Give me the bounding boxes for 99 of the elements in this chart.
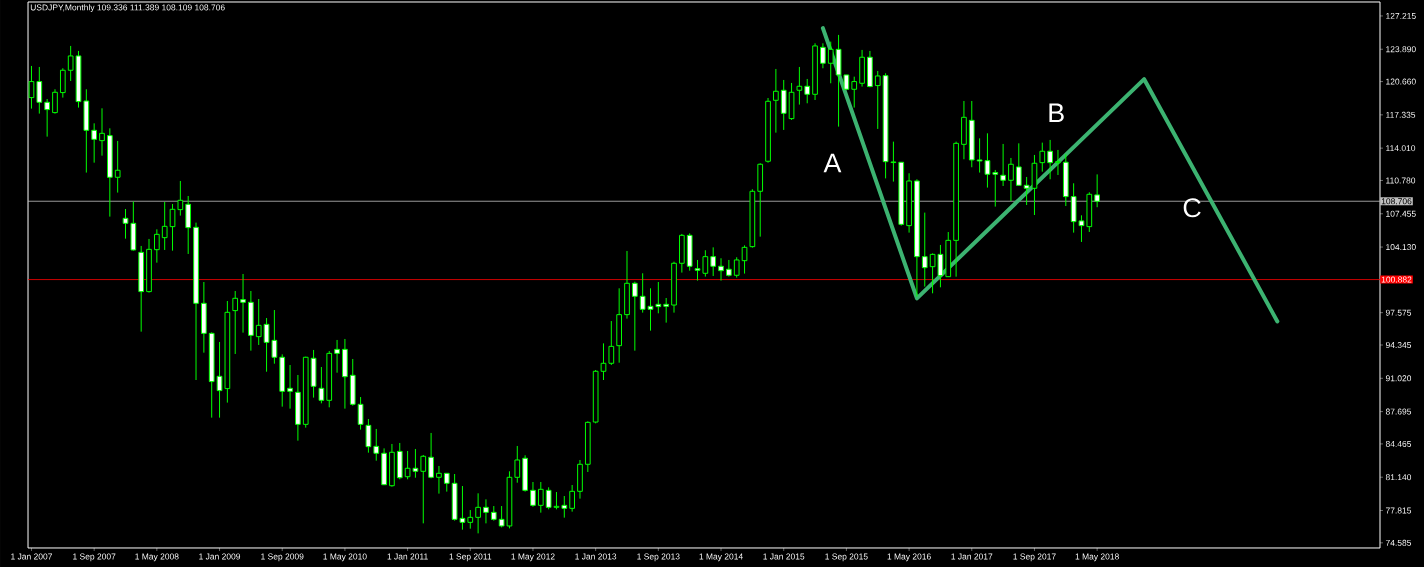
candlestick [992,169,999,208]
candlestick [718,257,724,282]
candlestick [631,281,638,352]
candlestick [663,297,670,324]
candlestick [827,41,834,84]
candlestick [820,42,826,69]
y-tick-label: 123.890 [1386,46,1416,53]
x-tick-label: 1 Jan 2011 [387,553,428,560]
candlestick [255,298,262,346]
candlestick [741,244,748,275]
y-tick-label: 94.345 [1385,342,1412,348]
line-series [820,26,1280,324]
x-tick-label: 1 Sep 2017 [1013,553,1056,562]
candlestick [569,484,575,513]
candlestick [608,320,615,366]
candlestick [780,79,787,131]
x-tick-label: 1 Jan 2009 [199,553,241,560]
x-tick-label: 1 Sep 2007 [73,553,116,562]
x-tick-label: 1 Sep 2013 [637,553,680,562]
x-tick-label: 1 Jan 2015 [763,553,805,560]
candlestick [1055,149,1061,176]
ref-line-label: 100.882 [1381,276,1412,283]
candlestick [240,273,246,334]
candlestick [639,272,646,314]
candlestick [44,98,50,138]
candlestick [483,498,489,524]
candlestick [36,66,43,115]
candlestick [1008,157,1014,202]
candlestick [28,65,35,110]
x-tick-label: 1 May 2016 [887,553,931,562]
y-tick-label: 74.585 [1385,539,1412,546]
candlestick [185,195,192,255]
y-tick-label: 77.815 [1385,507,1412,514]
y-tick-label: 81.140 [1385,474,1412,481]
y-tick-label: 107.455 [1386,210,1416,217]
chart-title: USDJPY,Monthly 109.336 111.389 108.109 108.706 [30,4,225,13]
candlestick [851,76,858,109]
y-tick-label: 84.465 [1385,440,1412,447]
candlestick [161,201,168,251]
candlestick [1094,173,1100,208]
y-tick-label: 114.010 [1386,145,1416,152]
candlestick [710,246,717,277]
candlestick [436,465,442,495]
annotation: A [823,153,842,173]
candlestick [318,366,325,404]
candlestick [99,107,105,157]
x-tick-label: 1 Sep 2015 [825,553,868,562]
x-tick-label: 1 May 2012 [511,553,555,562]
candlestick [334,339,340,374]
y-tick-label: 120.660 [1386,78,1416,85]
candlestick [1047,139,1053,180]
ref-line-label: 108.706 [1381,198,1412,205]
candlestick [428,432,434,479]
candlestick [796,66,803,106]
candlestick [420,454,427,524]
candlestick [1039,142,1046,173]
x-tick-label: 1 Jan 2017 [951,553,993,560]
candlestick [357,396,364,431]
candlestick [561,495,568,519]
y-tick-label: 97.575 [1385,309,1412,316]
y-tick-label: 110.780 [1386,177,1416,184]
candlestick [373,428,380,462]
y-tick-label: 91.020 [1385,375,1412,382]
annotation: C [1183,198,1201,218]
x-tick-label: 1 Sep 2009 [261,553,304,562]
candlestick [232,290,239,355]
x-tick-label: 1 May 2008 [135,553,179,562]
x-tick-label: 1 May 2010 [323,553,367,562]
x-tick-label: 1 Jan 2013 [575,553,617,560]
y-tick-label: 127.215 [1386,12,1416,19]
candlestick [467,509,474,530]
candlestick [1015,142,1022,186]
candlestick [1000,143,1006,187]
candlestick [733,256,740,279]
x-tick-label: 1 Sep 2011 [449,553,492,562]
candlestick [443,472,450,493]
annotation: B [1049,103,1064,123]
x-tick-label: 1 May 2014 [699,553,743,562]
candlestick [59,67,66,99]
x-tick-label: 1 Jan 2007 [11,553,52,560]
x-tick-label: 1 May 2018 [1075,553,1119,562]
candlestick [287,364,293,410]
candlestick [530,481,536,508]
candlestick [514,445,521,484]
candlestick [874,70,881,130]
candlestick [114,140,121,194]
candlestick [726,259,732,278]
candlestick [154,228,160,264]
candlestick [773,68,779,134]
y-tick-label: 104.130 [1386,244,1416,251]
candlestick [91,122,98,164]
candlestick [804,78,811,104]
candlestick [921,212,928,288]
candlestick [537,481,544,514]
candlestick [52,88,58,115]
y-tick-label: 117.335 [1386,111,1416,118]
candlestick [475,492,481,534]
candlestick [365,418,372,454]
y-tick-label: 87.695 [1385,408,1412,415]
